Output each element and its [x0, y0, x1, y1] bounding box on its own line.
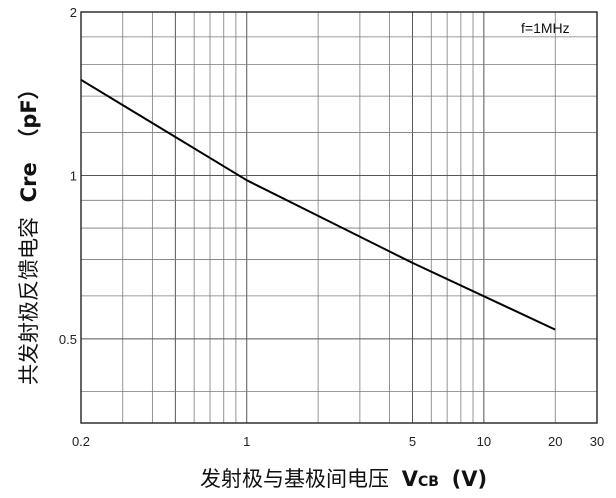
grid [81, 12, 597, 423]
y-tick-label: 2 [70, 5, 77, 20]
frequency-annotation: f=1MHz [521, 20, 570, 36]
plot-frame [80, 11, 598, 424]
x-tick-label: 1 [243, 434, 250, 449]
y-tick-label: 0.5 [59, 332, 77, 347]
x-tick-label: 0.2 [72, 434, 90, 449]
x-tick-label: 10 [477, 434, 491, 449]
x-axis-label: 发射极与基极间电压 VCB (V) [200, 467, 487, 491]
plot-border [80, 11, 598, 424]
x-tick-label: 5 [409, 434, 416, 449]
x-axis-label-symbol: V [402, 467, 419, 491]
series-line [80, 78, 556, 331]
x-tick-label: 30 [590, 434, 604, 449]
y-tick-label: 1 [70, 168, 77, 183]
series [80, 78, 556, 331]
x-tick-labels: 0.2 1 5 10 20 30 [72, 434, 604, 449]
y-axis-label-symbol: Cre [17, 162, 41, 202]
y-axis-label-text: 共发射极反馈电容 [17, 217, 41, 385]
y-axis-label-unit: （pF） [17, 78, 41, 149]
y-axis-label: 共发射极反馈电容 Cre （pF） [17, 78, 41, 385]
y-tick-labels: 0.5 1 2 [59, 5, 77, 347]
x-axis-label-unit: (V) [452, 467, 487, 491]
x-axis-label-text: 发射极与基极间电压 [200, 467, 389, 491]
x-tick-label: 20 [548, 434, 562, 449]
x-axis-label-subscript: CB [418, 474, 439, 490]
